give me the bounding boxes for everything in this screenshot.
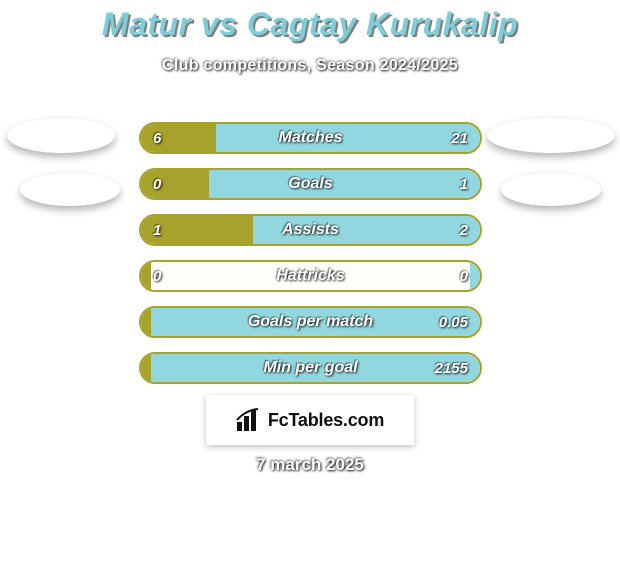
right-player-avatar	[487, 118, 615, 153]
comparison-bars: Matches621Goals01Assists12Hattricks00Goa…	[139, 122, 482, 398]
left-player-avatar	[20, 173, 120, 206]
brand-badge: FcTables.com	[206, 395, 414, 445]
stat-bar: Hattricks0 0	[139, 260, 482, 292]
stat-bar: Min per goal2155	[139, 352, 482, 384]
stat-label: Min per goal	[141, 354, 480, 382]
stat-bar: Matches6 21	[139, 122, 482, 154]
page-title: Matur vs Cagtay Kurukalip	[102, 6, 518, 42]
stat-value-right: 0	[460, 262, 468, 290]
brand-text: FcTables.com	[268, 410, 384, 431]
stat-value-right: 0.05	[439, 308, 468, 336]
stat-label: Goals	[141, 170, 480, 198]
right-player-avatar	[501, 173, 601, 206]
stat-bar: Goals per match0.05	[139, 306, 482, 338]
stat-label: Assists	[141, 216, 480, 244]
title-row: Matur vs Cagtay Kurukalip	[0, 0, 620, 43]
stat-value-right: 1	[460, 170, 468, 198]
stat-label: Matches	[141, 124, 480, 152]
stat-value-left: 0	[153, 262, 161, 290]
stat-bar: Assists1 2	[139, 214, 482, 246]
subtitle-row: Club competitions, Season 2024/2025	[0, 57, 620, 75]
left-player-avatar	[7, 118, 115, 153]
stat-value-left: 6	[153, 124, 161, 152]
stat-value-right: 21	[451, 124, 468, 152]
stat-value-right: 2155	[435, 354, 468, 382]
page-subtitle: Club competitions, Season 2024/2025	[162, 57, 458, 74]
comparison-infographic: Matur vs Cagtay Kurukalip Club competiti…	[0, 0, 620, 580]
stat-value-left: 1	[153, 216, 161, 244]
stat-value-left: 0	[153, 170, 161, 198]
stat-value-right: 2	[460, 216, 468, 244]
stat-label: Hattricks	[141, 262, 480, 290]
footer-date: 7 march 2025	[0, 455, 620, 475]
stat-bar: Goals0 1	[139, 168, 482, 200]
brand-bars-icon	[236, 408, 262, 432]
stat-label: Goals per match	[141, 308, 480, 336]
